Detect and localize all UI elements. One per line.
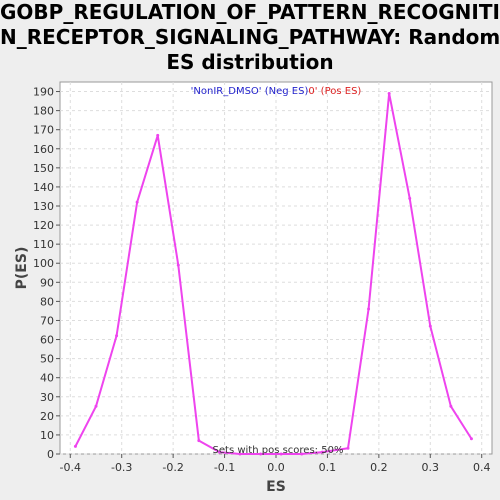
- series-line: [74, 92, 473, 455]
- y-tick-label: 0: [47, 448, 54, 461]
- y-tick-label: 190: [33, 86, 54, 99]
- y-tick-label: 90: [40, 276, 54, 289]
- title-line-2: N_RECEPTOR_SIGNALING_PATHWAY: Random: [0, 25, 500, 49]
- y-tick-label: 170: [33, 124, 54, 137]
- data-point: [156, 133, 160, 137]
- x-tick-label: 0.0: [267, 461, 285, 474]
- data-point: [279, 452, 283, 456]
- y-tick-label: 30: [40, 391, 54, 404]
- y-axis: 0 10 20 30 40 50 60 70 80 90 100 110 120 130 140 150 160…: [33, 86, 60, 461]
- pos-scores-annotation: Sets with pos scores: 50%: [213, 445, 344, 456]
- y-tick-label: 160: [33, 143, 54, 156]
- x-tick-label: -0.1: [214, 461, 235, 474]
- data-point: [346, 446, 350, 450]
- y-tick-label: 110: [33, 238, 54, 251]
- x-tick-label: -0.3: [111, 461, 132, 474]
- data-point: [176, 263, 180, 267]
- x-axis: -0.4 -0.3 -0.2 -0.1 0.0 0.1 0.2 0.3 0.4: [60, 454, 491, 474]
- data-point: [469, 437, 473, 441]
- y-tick-label: 150: [33, 162, 54, 175]
- data-point: [320, 450, 324, 454]
- x-tick-label: -0.2: [162, 461, 183, 474]
- y-tick-label: 120: [33, 219, 54, 232]
- data-point: [300, 452, 304, 456]
- y-tick-label: 10: [40, 429, 54, 442]
- data-point: [449, 404, 453, 408]
- legend-neg-label: 'NonIR_DMSO' (Neg ES): [191, 86, 309, 97]
- y-axis-label: P(ES): [14, 247, 30, 290]
- chart-title: GOBP_REGULATION_OF_PATTERN_RECOGNITIO N_…: [0, 0, 500, 75]
- title-line-1: GOBP_REGULATION_OF_PATTERN_RECOGNITIO: [0, 0, 500, 24]
- data-point: [367, 307, 371, 311]
- data-point: [135, 200, 139, 204]
- data-point: [197, 439, 201, 443]
- y-tick-label: 70: [40, 314, 54, 327]
- x-tick-label: 0.2: [370, 461, 388, 474]
- y-tick-label: 180: [33, 105, 54, 118]
- y-tick-label: 80: [40, 295, 54, 308]
- legend-label: 'NonIR_DMSO' (Neg ES)0' (Pos ES): [191, 86, 362, 97]
- data-point: [428, 324, 432, 328]
- y-tick-label: 140: [33, 181, 54, 194]
- data-point: [259, 452, 263, 456]
- x-axis-label: ES: [266, 479, 286, 495]
- data-point: [387, 91, 391, 95]
- x-tick-label: 0.3: [422, 461, 440, 474]
- data-point: [238, 452, 242, 456]
- x-tick-label: 0.1: [319, 461, 337, 474]
- x-tick-label: 0.4: [473, 461, 491, 474]
- y-tick-label: 50: [40, 353, 54, 366]
- y-tick-label: 40: [40, 372, 54, 385]
- legend-pos-label: ' (Pos ES): [315, 86, 362, 97]
- data-point: [115, 334, 119, 338]
- y-tick-label: 20: [40, 410, 54, 423]
- x-tick-label: -0.4: [60, 461, 81, 474]
- series-layer: [73, 91, 473, 456]
- y-tick-label: 60: [40, 334, 54, 347]
- title-line-3: ES distribution: [166, 50, 334, 74]
- data-point: [408, 196, 412, 200]
- y-tick-label: 100: [33, 257, 54, 270]
- y-tick-label: 130: [33, 200, 54, 213]
- data-point: [73, 444, 77, 448]
- legend-zero-label: 0: [308, 86, 314, 97]
- data-point: [94, 404, 98, 408]
- data-point: [217, 450, 221, 454]
